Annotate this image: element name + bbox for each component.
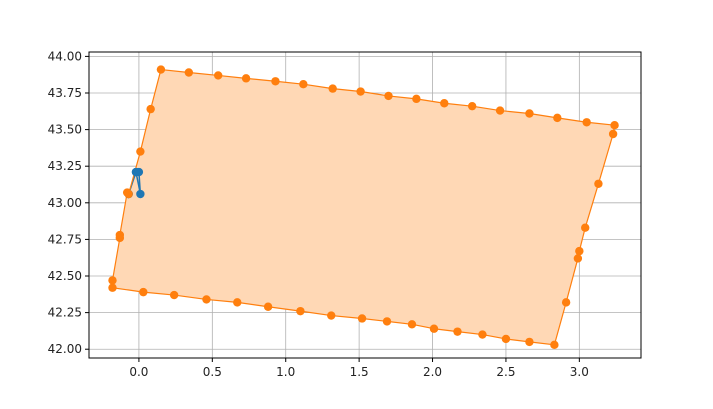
series-1-point — [575, 246, 584, 256]
series-1-point — [382, 317, 392, 326]
series-1-point — [356, 87, 365, 96]
series-1-point — [582, 118, 591, 127]
y-tick-label: 43.25 — [48, 159, 82, 173]
series-1-point — [453, 327, 462, 336]
series-1-point — [467, 101, 477, 111]
series-1-point — [271, 77, 280, 86]
y-tick-label: 42.25 — [48, 306, 82, 320]
series-1-point — [550, 340, 559, 350]
series-1-point — [139, 287, 148, 297]
series-1-point — [573, 254, 583, 263]
x-tick-label: 0.5 — [203, 365, 222, 379]
series-1-point — [525, 337, 534, 347]
series-1-point — [108, 283, 117, 292]
axes — [85, 51, 642, 362]
series-1-point — [213, 71, 223, 80]
series-1-point — [594, 179, 603, 188]
series-1-point — [263, 302, 273, 311]
series-1-point — [495, 106, 505, 115]
series-1-point — [299, 80, 308, 89]
series-1-point — [610, 121, 619, 130]
series-1-point — [184, 68, 194, 77]
series-1-point — [440, 99, 449, 108]
y-tick-label: 43.50 — [48, 123, 82, 137]
x-tick-label: 2.5 — [496, 365, 515, 379]
series-1-point — [412, 94, 421, 104]
series-1-point — [296, 306, 305, 316]
y-tick-label: 43.00 — [48, 196, 82, 210]
series-0-point — [131, 167, 141, 177]
x-tick-label: 1.5 — [350, 365, 369, 379]
series-1-point — [108, 276, 117, 285]
y-tick-label: 42.00 — [48, 342, 82, 356]
series-1-point — [357, 314, 367, 323]
series-1-point — [581, 223, 590, 232]
series-1-point — [429, 324, 439, 333]
y-tick-label: 43.75 — [48, 86, 82, 100]
series-points — [108, 65, 619, 350]
x-tick-label: 0.0 — [129, 365, 148, 379]
series-1-point — [327, 311, 336, 320]
series-1-point — [501, 334, 511, 344]
x-tick-label: 1.0 — [276, 365, 295, 379]
series-1-point — [328, 84, 337, 93]
series-1-point — [561, 298, 571, 307]
series-1-point — [136, 147, 145, 156]
x-tick-label: 2.0 — [423, 365, 442, 379]
polygon-fill-layer — [112, 69, 615, 345]
series-1-point — [169, 290, 179, 300]
series-1-point — [608, 129, 618, 139]
y-tick-label: 42.50 — [48, 269, 82, 283]
y-tick-label: 44.00 — [48, 49, 82, 63]
series-1-point — [124, 189, 133, 199]
series-1-point — [525, 109, 534, 118]
series-1-point — [146, 104, 155, 114]
series-1-point — [407, 320, 417, 329]
series-1-point — [384, 91, 393, 101]
series-1-point — [241, 74, 251, 83]
plot-frame — [88, 51, 642, 359]
series-1-point — [156, 65, 166, 74]
series-1-point — [233, 298, 242, 307]
series-1-point — [115, 230, 125, 240]
series-1-point — [478, 330, 487, 339]
series-0-point — [136, 189, 145, 199]
series-1-point — [202, 295, 211, 304]
x-tick-label: 3.0 — [570, 365, 589, 379]
y-tick-label: 42.75 — [48, 232, 82, 246]
series-1-fill — [112, 69, 615, 345]
series-1-point — [553, 113, 562, 123]
tick-labels: 0.0 0.5 1.0 1.5 2.0 2.5 3.0 42.00 42.25 42.50 42.7… — [48, 49, 589, 379]
